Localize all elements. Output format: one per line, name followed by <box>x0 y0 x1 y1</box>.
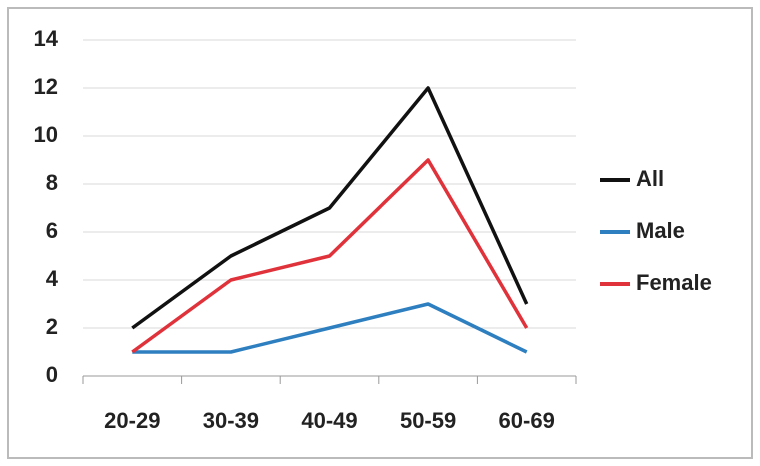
x-tick-label: 20-29 <box>104 408 160 433</box>
x-tick-label: 40-49 <box>301 408 357 433</box>
x-tick-label: 60-69 <box>499 408 555 433</box>
y-tick-label: 2 <box>46 314 58 339</box>
y-tick-label: 0 <box>46 362 58 387</box>
series-line <box>131 158 529 354</box>
y-tick-label: 10 <box>34 122 58 147</box>
y-tick-label: 6 <box>46 218 58 243</box>
series-line <box>131 86 529 330</box>
legend-label: Female <box>636 270 712 295</box>
y-tick-label: 14 <box>34 26 59 51</box>
y-tick-label: 12 <box>34 74 58 99</box>
x-tick-label: 30-39 <box>203 408 259 433</box>
y-tick-label: 8 <box>46 170 58 195</box>
x-tick-label: 50-59 <box>400 408 456 433</box>
legend-label: All <box>636 166 664 191</box>
y-tick-label: 4 <box>46 266 59 291</box>
legend-label: Male <box>636 218 685 243</box>
series-line <box>132 302 528 354</box>
